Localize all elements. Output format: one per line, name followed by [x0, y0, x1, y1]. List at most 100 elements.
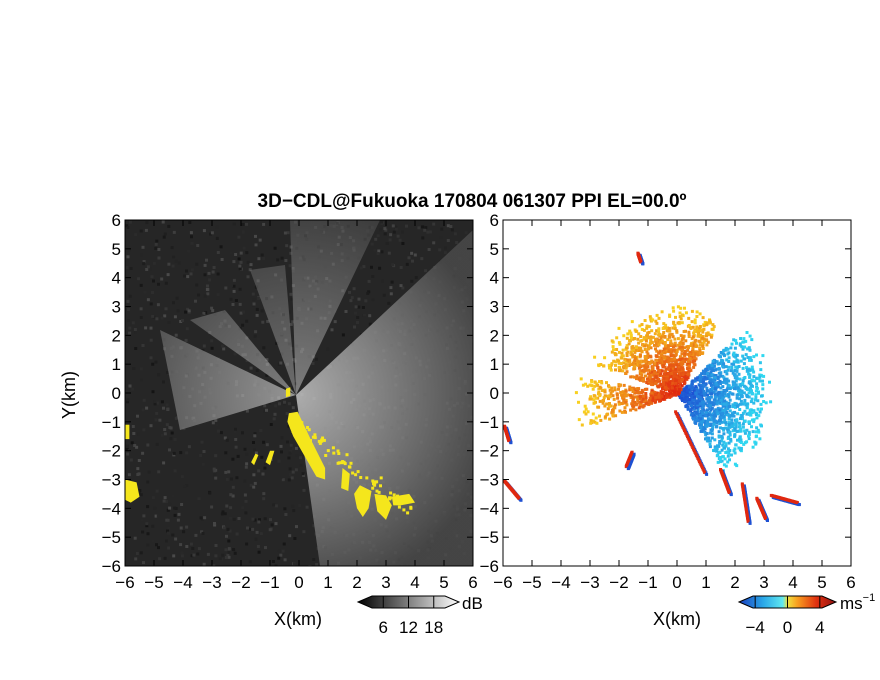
- velocity-pixel: [599, 363, 603, 366]
- noise-pixel: [364, 299, 368, 303]
- velocity-pixel: [696, 407, 700, 411]
- noise-pixel: [311, 362, 315, 365]
- noise-pixel: [144, 228, 148, 232]
- velocity-pixel: [685, 391, 689, 395]
- velocity-pixel: [610, 362, 614, 366]
- velocity-pixel: [519, 498, 523, 502]
- velocity-pixel: [717, 398, 721, 402]
- velocity-pixel: [733, 410, 737, 414]
- x-axis-label-left: X(km): [274, 609, 322, 629]
- y-tick-label: 3: [490, 298, 499, 317]
- velocity-pixel: [714, 411, 717, 415]
- velocity-pixel: [666, 344, 670, 348]
- velocity-pixel: [663, 372, 666, 376]
- velocity-pixel: [750, 418, 754, 422]
- noise-pixel: [283, 507, 287, 511]
- colorbar-unit: ms−1: [840, 592, 875, 613]
- velocity-pixel: [758, 375, 762, 379]
- noise-pixel: [258, 518, 261, 522]
- echo-wedge-northwest: [190, 310, 296, 395]
- noise-pixel: [291, 406, 295, 410]
- noise-pixel: [292, 358, 296, 362]
- velocity-pixel: [647, 368, 650, 372]
- noise-pixel: [427, 248, 431, 251]
- velocity-pixel: [641, 390, 645, 394]
- noise-pixel: [391, 263, 395, 267]
- noise-pixel: [211, 421, 215, 425]
- noise-pixel: [147, 470, 151, 474]
- velocity-pixel: [764, 517, 767, 520]
- velocity-pixel: [760, 407, 763, 411]
- velocity-pixel: [725, 372, 729, 376]
- noise-pixel: [261, 320, 265, 324]
- noise-pixel: [245, 319, 249, 323]
- velocity-pixel: [692, 407, 696, 411]
- noise-pixel: [145, 522, 149, 526]
- velocity-pixel: [654, 319, 658, 323]
- velocity-pixel: [703, 392, 707, 396]
- velocity-pixel: [703, 383, 707, 387]
- noise-pixel: [232, 517, 236, 521]
- velocity-pixel: [684, 371, 688, 375]
- noise-pixel: [199, 454, 203, 457]
- noise-pixel: [239, 311, 243, 315]
- velocity-pixel: [718, 426, 722, 430]
- noise-pixel: [141, 344, 145, 347]
- chart-title: 3D−CDL@Fukuoka 170804 061307 PPI EL=00.0…: [258, 191, 687, 212]
- noise-pixel: [184, 338, 188, 342]
- noise-pixel: [162, 459, 166, 463]
- noise-pixel: [149, 338, 153, 342]
- velocity-pixel: [507, 439, 511, 443]
- noise-pixel: [392, 230, 396, 234]
- velocity-pixel: [705, 472, 709, 476]
- velocity-pixel: [741, 402, 745, 406]
- velocity-pixel: [747, 395, 751, 399]
- noise-pixel: [210, 505, 214, 509]
- velocity-pixel: [672, 375, 676, 379]
- velocity-pixel: [661, 327, 665, 330]
- velocity-pixel: [713, 387, 717, 390]
- velocity-pixel: [691, 386, 695, 390]
- noise-pixel: [238, 302, 242, 306]
- strong-echo-pixel: [392, 493, 396, 497]
- velocity-pixel: [722, 415, 726, 419]
- velocity-pixel: [602, 364, 606, 368]
- velocity-pixel: [713, 368, 717, 372]
- velocity-pixel: [683, 428, 686, 432]
- noise-pixel: [284, 259, 288, 262]
- noise-pixel: [187, 309, 191, 313]
- noise-pixel: [227, 555, 231, 559]
- velocity-pixel: [700, 429, 703, 433]
- velocity-pixel: [677, 384, 681, 388]
- velocity-pixel: [710, 365, 713, 369]
- noise-pixel: [243, 493, 247, 497]
- noise-pixel: [260, 309, 264, 313]
- velocity-pixel: [759, 368, 763, 372]
- velocity-pixel: [735, 464, 739, 468]
- noise-pixel: [145, 268, 149, 271]
- velocity-pixel: [612, 397, 616, 401]
- velocity-pixel: [696, 376, 700, 380]
- noise-pixel: [174, 416, 178, 420]
- velocity-pixel: [745, 412, 749, 416]
- noise-pixel: [302, 473, 306, 477]
- velocity-pixel: [668, 365, 672, 369]
- velocity-pixel: [698, 413, 702, 417]
- velocity-pixel: [706, 408, 709, 412]
- velocity-pixel: [685, 398, 689, 402]
- velocity-pixel: [700, 341, 704, 345]
- velocity-pixel: [686, 405, 690, 409]
- velocity-pixel: [617, 402, 621, 406]
- velocity-pixel: [739, 417, 742, 421]
- velocity-pixel: [592, 401, 596, 405]
- noise-pixel: [140, 253, 143, 257]
- noise-pixel: [263, 466, 267, 470]
- velocity-pixel: [728, 409, 732, 413]
- velocity-pixel: [630, 320, 634, 324]
- x-tick-label: 6: [468, 573, 477, 592]
- noise-pixel: [283, 400, 286, 404]
- velocity-pixel: [690, 337, 694, 341]
- x-tick-label: 3: [759, 573, 768, 592]
- velocity-pixel: [724, 421, 728, 425]
- noise-pixel: [362, 265, 366, 269]
